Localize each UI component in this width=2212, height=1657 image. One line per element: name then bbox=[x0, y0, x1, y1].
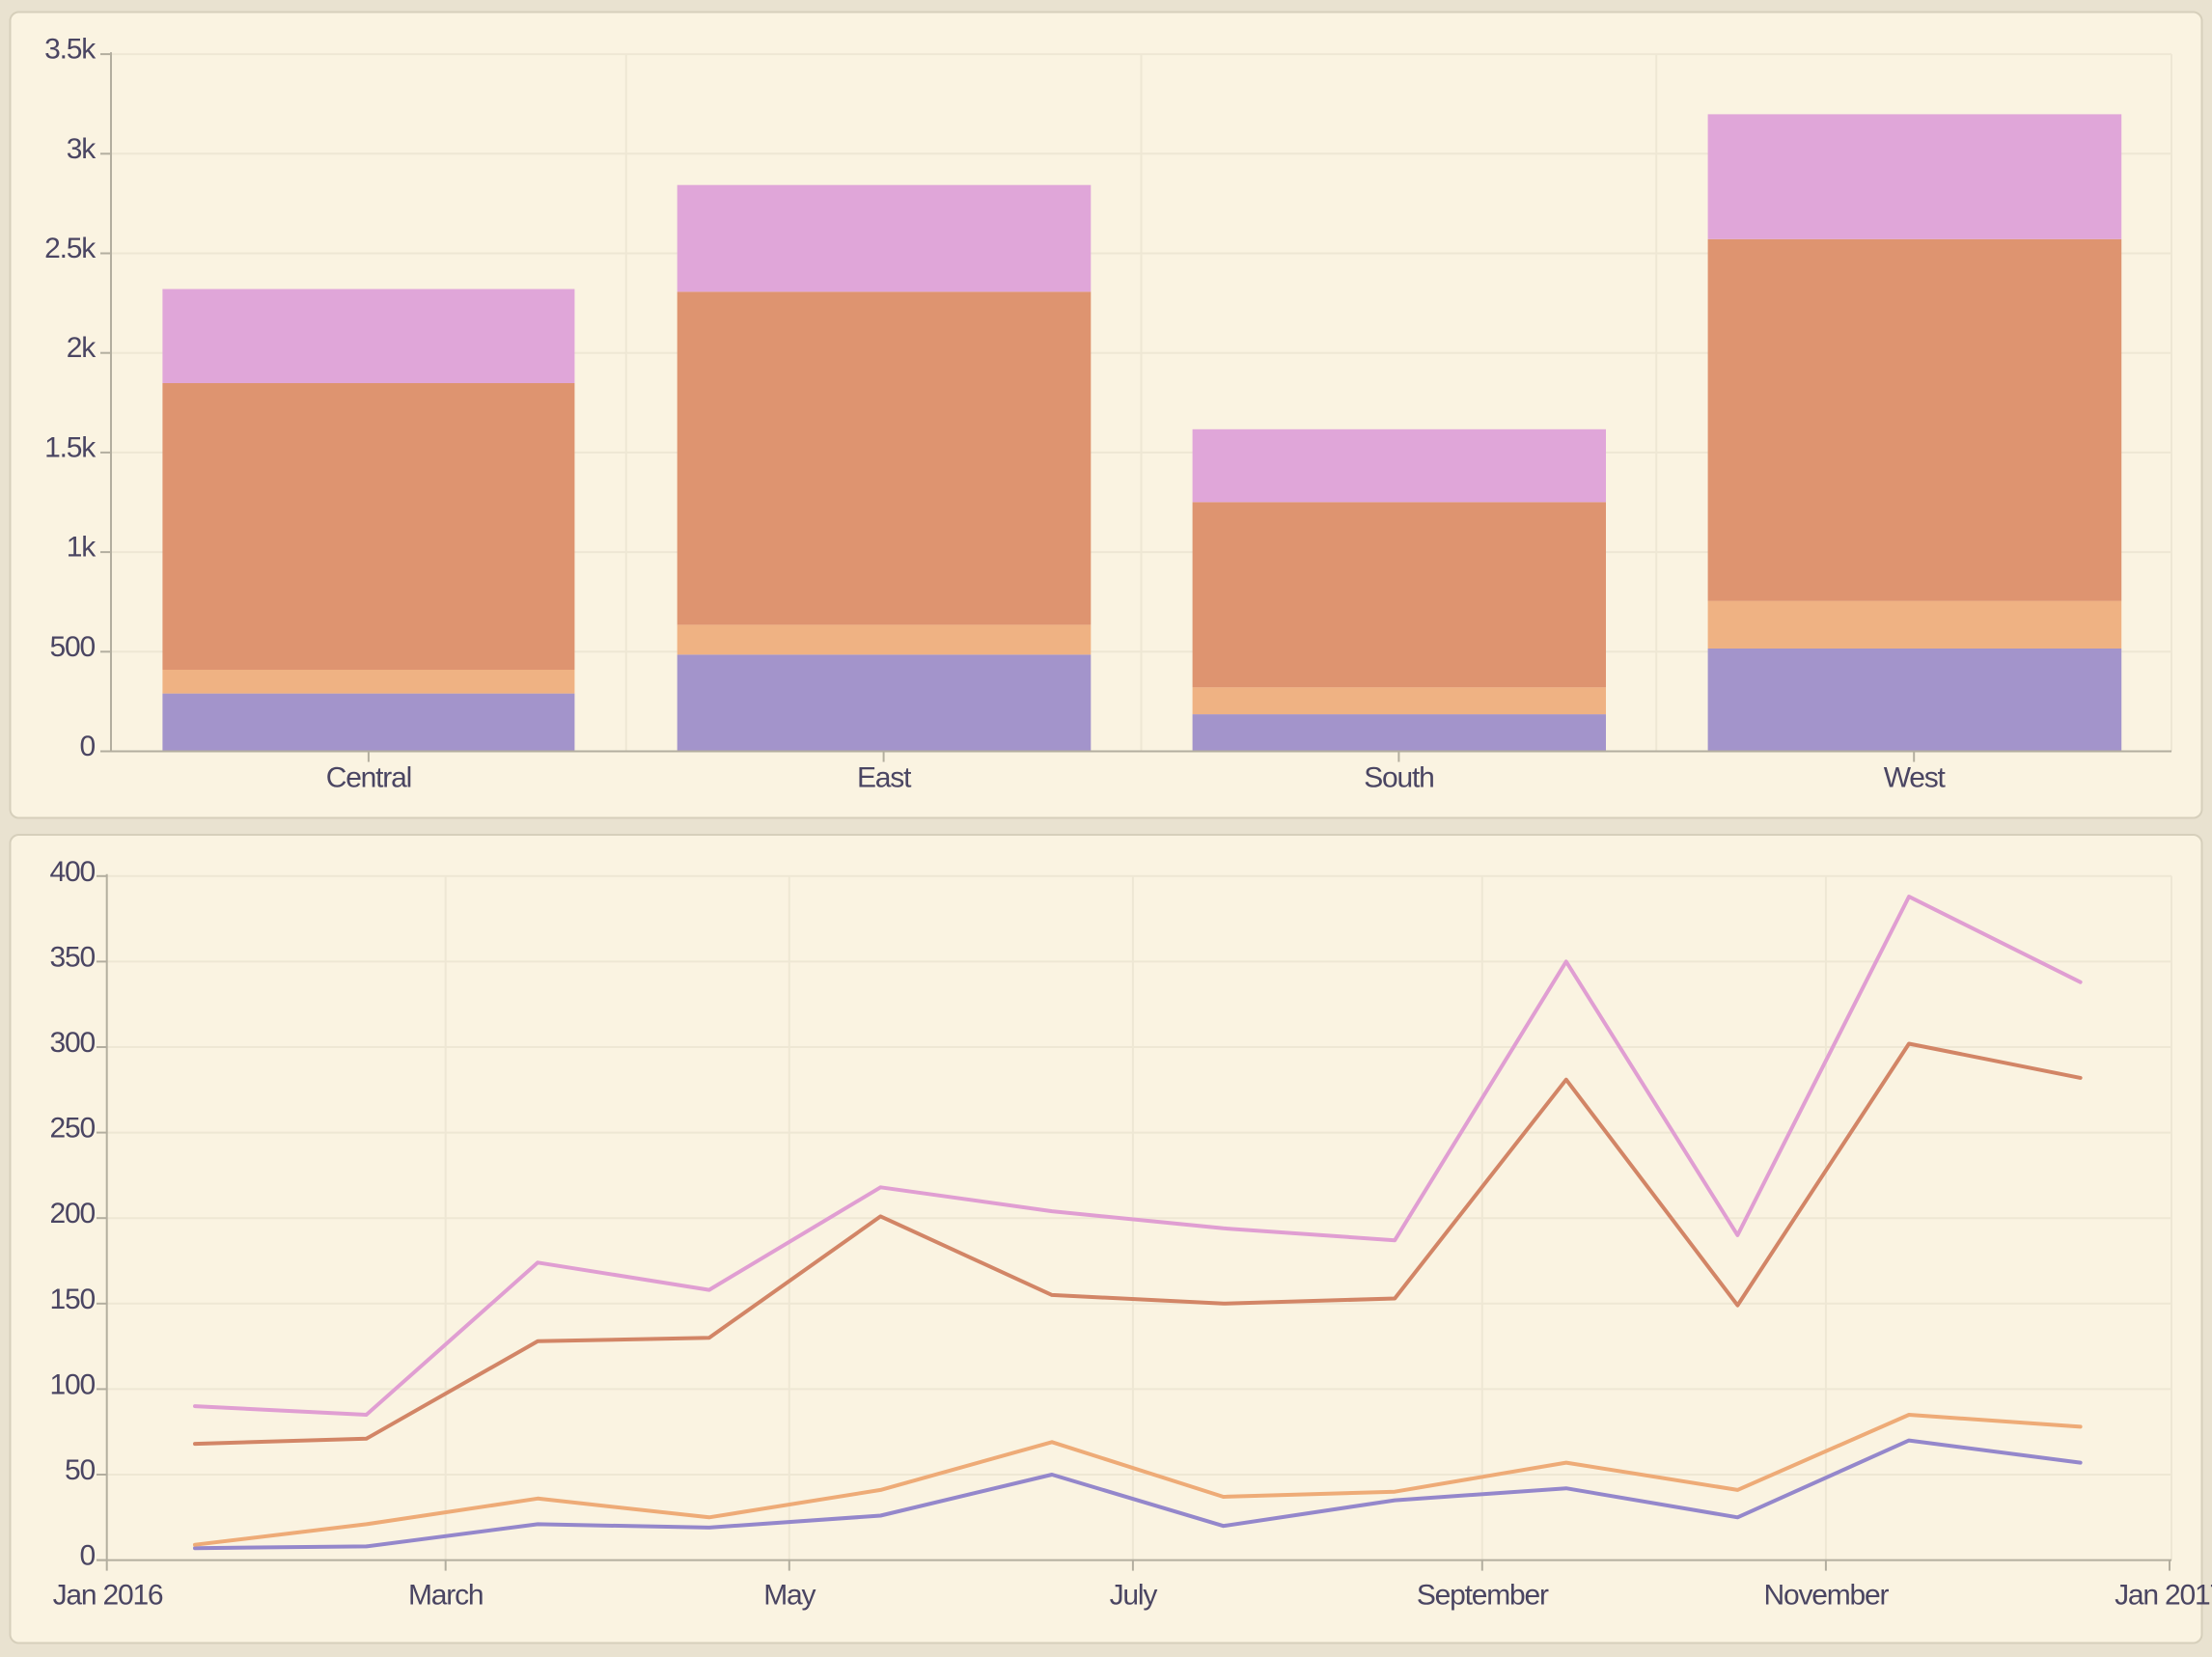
svg-text:100: 100 bbox=[50, 1368, 96, 1400]
svg-text:Jan 2017: Jan 2017 bbox=[2115, 1580, 2212, 1612]
svg-text:50: 50 bbox=[65, 1454, 95, 1486]
svg-text:November: November bbox=[1764, 1580, 1890, 1612]
svg-text:350: 350 bbox=[50, 941, 96, 973]
svg-text:May: May bbox=[763, 1580, 816, 1612]
svg-text:1k: 1k bbox=[67, 532, 97, 564]
svg-text:500: 500 bbox=[50, 631, 96, 663]
svg-text:South: South bbox=[1364, 762, 1433, 794]
svg-text:0: 0 bbox=[80, 731, 96, 762]
svg-text:September: September bbox=[1417, 1580, 1549, 1612]
svg-text:3k: 3k bbox=[67, 133, 97, 165]
svg-text:300: 300 bbox=[50, 1027, 96, 1059]
svg-text:East: East bbox=[857, 762, 912, 794]
svg-text:1.5k: 1.5k bbox=[44, 431, 97, 463]
svg-text:July: July bbox=[1110, 1580, 1158, 1612]
svg-text:400: 400 bbox=[50, 856, 96, 888]
svg-text:2.5k: 2.5k bbox=[44, 233, 97, 264]
svg-text:Central: Central bbox=[326, 762, 411, 794]
svg-text:2k: 2k bbox=[67, 332, 97, 364]
svg-text:250: 250 bbox=[50, 1113, 96, 1145]
svg-text:0: 0 bbox=[80, 1540, 96, 1572]
svg-text:200: 200 bbox=[50, 1198, 96, 1229]
svg-text:March: March bbox=[408, 1580, 483, 1612]
svg-text:Jan 2016: Jan 2016 bbox=[53, 1580, 163, 1612]
svg-text:West: West bbox=[1884, 762, 1947, 794]
svg-text:3.5k: 3.5k bbox=[44, 34, 97, 66]
svg-text:150: 150 bbox=[50, 1284, 96, 1315]
